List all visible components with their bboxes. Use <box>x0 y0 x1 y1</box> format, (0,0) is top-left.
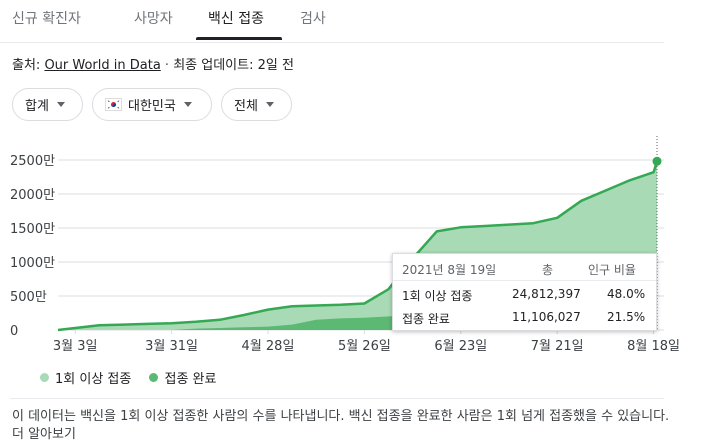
y-tick-label: 2000만 <box>10 188 55 203</box>
tooltip-row: 1회 이상 접종 24,812,397 48.0% <box>393 283 656 305</box>
legend-item-one-dose[interactable]: 1회 이상 접종 <box>40 368 131 387</box>
chevron-down-icon <box>265 102 274 107</box>
y-tick-label: 2500만 <box>10 154 55 169</box>
y-tick-label: 500만 <box>10 290 47 305</box>
x-tick-label: 4월 28일 <box>242 339 295 354</box>
source-link[interactable]: Our World in Data <box>44 58 161 73</box>
footnote: 이 데이터는 백신을 1회 이상 접종한 사람의 수를 나타냅니다. 백신 접종… <box>12 409 670 442</box>
tab-deaths[interactable]: 사망자 <box>134 11 173 27</box>
chart-tooltip: 2021년 8월 19일 총 인구 비율 1회 이상 접종 24,812,397… <box>392 253 657 331</box>
tab-new-cases[interactable]: 신규 확진자 <box>12 11 81 27</box>
chart-legend: 1회 이상 접종 접종 완료 <box>40 368 230 387</box>
total-dropdown[interactable]: 합계 <box>12 88 83 121</box>
tooltip-row-label: 접종 완료 <box>402 312 450 326</box>
x-tick-label: 3월 3일 <box>53 339 98 354</box>
tooltip-header: 2021년 8월 19일 총 인구 비율 <box>393 257 656 279</box>
tooltip-col-total: 총 <box>542 263 554 277</box>
legend-label: 1회 이상 접종 <box>55 372 132 387</box>
tooltip-row-ratio: 48.0% <box>607 287 646 301</box>
active-tab-indicator <box>196 37 282 40</box>
divider <box>10 398 664 399</box>
korea-flag-icon <box>105 98 122 111</box>
tab-vaccinations[interactable]: 백신 접종 <box>208 11 264 27</box>
total-dropdown-label: 합계 <box>25 99 49 114</box>
tooltip-col-ratio: 인구 비율 <box>588 263 636 277</box>
y-tick-label: 1500만 <box>10 222 55 237</box>
y-tick-label: 1000만 <box>10 256 55 271</box>
x-tick-label: 5월 26일 <box>338 339 391 354</box>
tooltip-row-ratio: 21.5% <box>607 310 646 324</box>
country-dropdown[interactable]: 대한민국 <box>92 88 212 121</box>
last-updated: 최종 업데이트: 2일 전 <box>173 58 294 73</box>
legend-swatch <box>40 373 49 382</box>
country-dropdown-label: 대한민국 <box>128 99 176 114</box>
x-tick-label: 7월 21일 <box>531 339 584 354</box>
hover-point <box>652 156 662 166</box>
legend-item-full[interactable]: 접종 완료 <box>149 368 216 387</box>
scope-dropdown-label: 전체 <box>234 99 258 114</box>
x-tick-label: 8월 18일 <box>627 339 680 354</box>
tooltip-date: 2021년 8월 19일 <box>402 263 497 277</box>
chevron-down-icon <box>56 102 65 107</box>
tooltip-row-total: 11,106,027 <box>512 310 581 324</box>
legend-label: 접종 완료 <box>164 372 217 387</box>
chevron-down-icon <box>183 102 192 107</box>
series-line-one-dose <box>57 160 659 332</box>
tooltip-row: 접종 완료 11,106,027 21.5% <box>393 306 656 328</box>
tooltip-divider <box>393 280 656 281</box>
legend-swatch <box>149 373 159 382</box>
source-separator: · <box>160 58 174 73</box>
scope-dropdown[interactable]: 전체 <box>221 88 292 121</box>
tab-tests[interactable]: 검사 <box>300 11 326 27</box>
x-tick-label: 6월 23일 <box>434 339 487 354</box>
x-tick-label: 3월 31일 <box>145 339 198 354</box>
tab-bar: 신규 확진자 사망자 백신 접종 검사 <box>0 0 664 43</box>
source-prefix: 출처: <box>12 58 45 73</box>
tooltip-row-total: 24,812,397 <box>512 287 581 301</box>
source-line: 출처: Our World in Data · 최종 업데이트: 2일 전 <box>12 54 294 73</box>
y-tick-label: 0 <box>10 324 18 339</box>
tooltip-row-label: 1회 이상 접종 <box>402 289 473 303</box>
